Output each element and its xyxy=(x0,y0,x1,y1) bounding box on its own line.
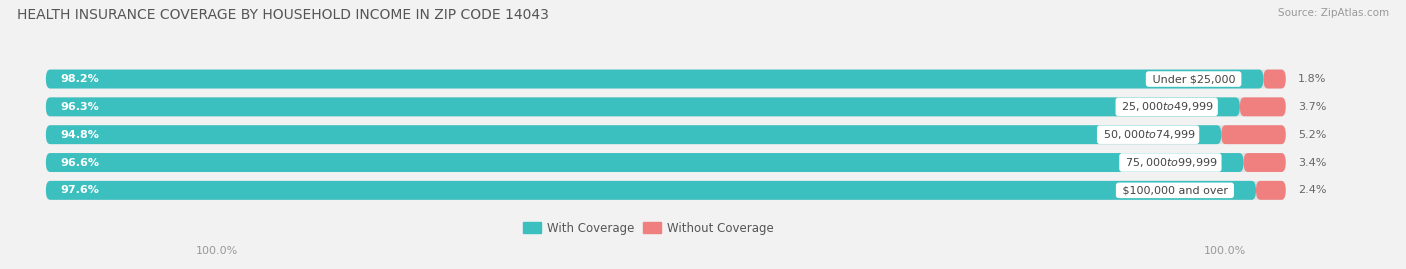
Text: 97.6%: 97.6% xyxy=(60,185,100,195)
Text: 94.8%: 94.8% xyxy=(60,130,100,140)
FancyBboxPatch shape xyxy=(1243,153,1285,172)
Text: 3.7%: 3.7% xyxy=(1298,102,1326,112)
Text: 3.4%: 3.4% xyxy=(1298,158,1326,168)
Legend: With Coverage, Without Coverage: With Coverage, Without Coverage xyxy=(519,217,779,239)
Text: 96.6%: 96.6% xyxy=(60,158,100,168)
Text: $75,000 to $99,999: $75,000 to $99,999 xyxy=(1122,156,1219,169)
FancyBboxPatch shape xyxy=(46,125,1285,144)
FancyBboxPatch shape xyxy=(46,97,1240,116)
FancyBboxPatch shape xyxy=(1256,181,1285,200)
FancyBboxPatch shape xyxy=(46,125,1222,144)
FancyBboxPatch shape xyxy=(46,181,1256,200)
FancyBboxPatch shape xyxy=(46,153,1243,172)
Text: HEALTH INSURANCE COVERAGE BY HOUSEHOLD INCOME IN ZIP CODE 14043: HEALTH INSURANCE COVERAGE BY HOUSEHOLD I… xyxy=(17,8,548,22)
FancyBboxPatch shape xyxy=(1264,70,1285,89)
Text: 2.4%: 2.4% xyxy=(1298,185,1327,195)
Text: 100.0%: 100.0% xyxy=(1204,246,1246,256)
Text: 98.2%: 98.2% xyxy=(60,74,100,84)
Text: $25,000 to $49,999: $25,000 to $49,999 xyxy=(1118,100,1215,113)
Text: $100,000 and over: $100,000 and over xyxy=(1119,185,1232,195)
Text: Under $25,000: Under $25,000 xyxy=(1149,74,1239,84)
FancyBboxPatch shape xyxy=(46,153,1285,172)
FancyBboxPatch shape xyxy=(1222,125,1285,144)
FancyBboxPatch shape xyxy=(46,181,1285,200)
Text: Source: ZipAtlas.com: Source: ZipAtlas.com xyxy=(1278,8,1389,18)
FancyBboxPatch shape xyxy=(46,70,1264,89)
FancyBboxPatch shape xyxy=(46,97,1285,116)
FancyBboxPatch shape xyxy=(1240,97,1285,116)
Text: 96.3%: 96.3% xyxy=(60,102,100,112)
FancyBboxPatch shape xyxy=(46,70,1285,89)
Text: 1.8%: 1.8% xyxy=(1298,74,1326,84)
Text: 100.0%: 100.0% xyxy=(195,246,238,256)
Text: $50,000 to $74,999: $50,000 to $74,999 xyxy=(1099,128,1197,141)
Text: 5.2%: 5.2% xyxy=(1298,130,1326,140)
